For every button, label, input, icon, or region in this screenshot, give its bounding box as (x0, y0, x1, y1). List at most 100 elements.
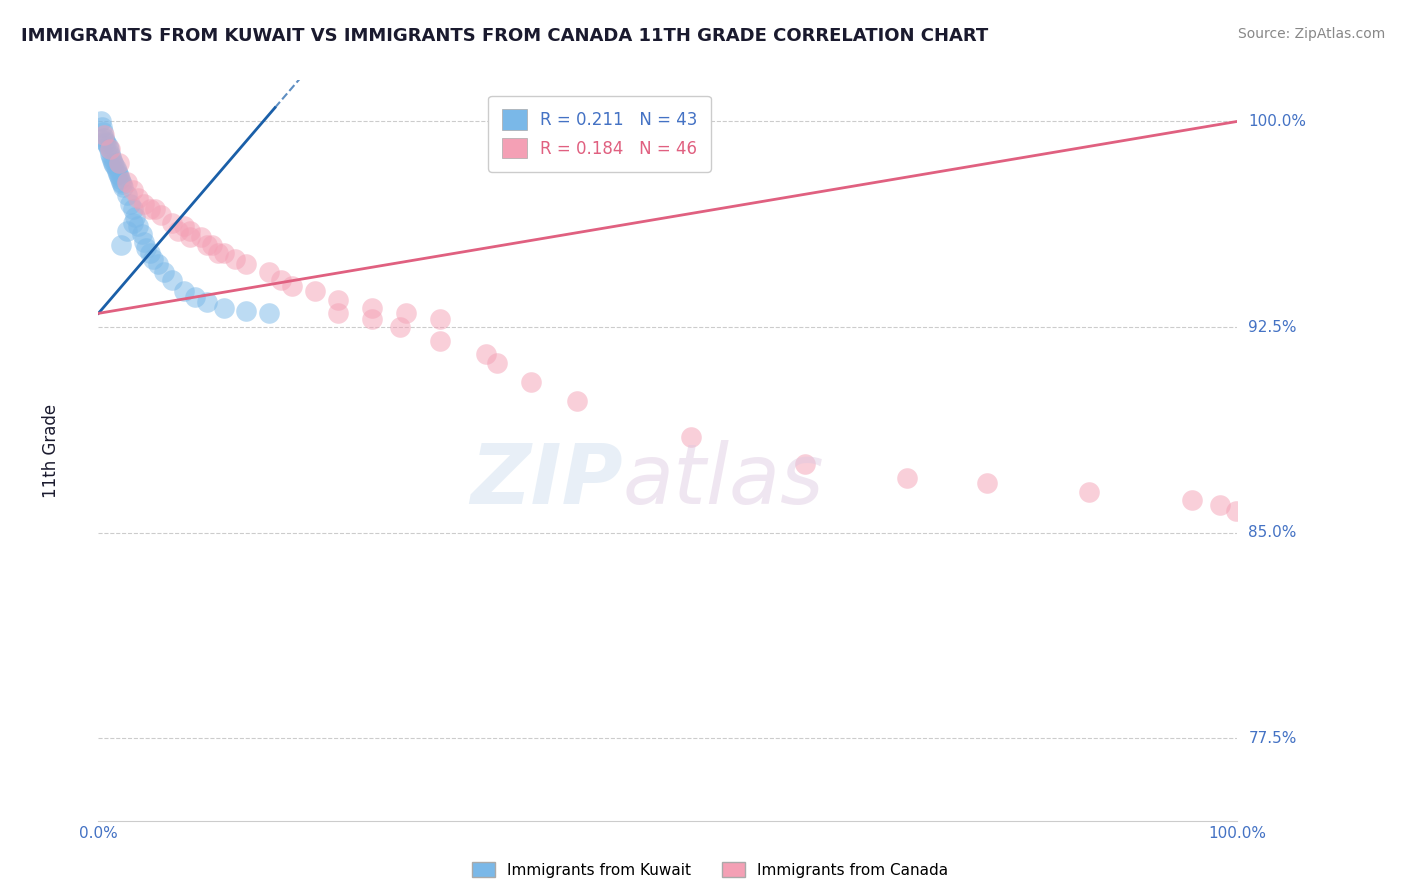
Point (108, 172, 131, 186)
Point (98, 147, 121, 161)
Text: Source: ZipAtlas.com: Source: ZipAtlas.com (1237, 27, 1385, 41)
Point (142, 252, 165, 266)
Point (360, 301, 382, 315)
Point (179, 229, 201, 244)
Point (167, 224, 190, 238)
Point (565, 394, 588, 409)
Point (201, 237, 224, 252)
Point (90, 114, 112, 128)
Point (146, 257, 169, 271)
Point (474, 347, 496, 361)
Point (112, 180, 135, 194)
Point (98, 142, 121, 156)
Text: 100.0%: 100.0% (1249, 114, 1306, 129)
Legend: R = 0.211   N = 43, R = 0.184   N = 46: R = 0.211 N = 43, R = 0.184 N = 46 (488, 96, 710, 171)
Point (429, 334, 451, 348)
Text: atlas: atlas (623, 440, 824, 521)
Point (111, 178, 134, 192)
Point (145, 202, 167, 216)
Point (120, 196, 142, 211)
Point (235, 303, 257, 318)
Point (94, 134, 117, 148)
Point (90, 120, 112, 134)
Point (486, 356, 509, 370)
Legend: Immigrants from Kuwait, Immigrants from Canada: Immigrants from Kuwait, Immigrants from … (465, 855, 955, 884)
Point (793, 457, 815, 471)
Point (105, 163, 128, 178)
Point (121, 202, 143, 216)
Point (207, 246, 229, 260)
Point (138, 246, 160, 260)
Point (896, 471, 918, 485)
Point (212, 246, 235, 260)
Point (150, 208, 173, 222)
Text: 85.0%: 85.0% (1249, 525, 1296, 541)
Point (281, 279, 304, 293)
Point (121, 216, 143, 230)
Point (91, 125, 114, 139)
Point (115, 224, 138, 238)
Point (101, 153, 124, 167)
Point (304, 285, 326, 299)
Point (429, 311, 451, 326)
Point (326, 306, 349, 320)
Text: ZIP: ZIP (470, 440, 623, 521)
Point (195, 295, 218, 310)
Point (1078, 484, 1101, 499)
Point (127, 191, 149, 205)
Point (127, 219, 149, 233)
Point (103, 158, 125, 172)
Point (976, 476, 998, 491)
Text: 11th Grade: 11th Grade (42, 403, 59, 498)
Point (520, 375, 543, 389)
Point (135, 241, 157, 255)
Point (138, 202, 160, 216)
Point (103, 155, 125, 169)
Text: IMMIGRANTS FROM KUWAIT VS IMMIGRANTS FROM CANADA 11TH GRADE CORRELATION CHART: IMMIGRANTS FROM KUWAIT VS IMMIGRANTS FRO… (21, 27, 988, 45)
Point (115, 188, 138, 202)
Point (96, 139, 118, 153)
Point (131, 227, 153, 241)
Point (100, 150, 122, 164)
Point (153, 265, 176, 279)
Point (93, 128, 115, 142)
Point (107, 167, 129, 181)
Point (110, 175, 132, 189)
Point (259, 265, 281, 279)
Point (115, 175, 138, 189)
Point (259, 306, 281, 320)
Point (326, 293, 349, 307)
Point (173, 285, 195, 299)
Point (132, 235, 155, 249)
Point (395, 306, 418, 320)
Point (212, 301, 235, 315)
Point (1181, 492, 1204, 507)
Point (679, 430, 702, 444)
Point (124, 211, 146, 225)
Point (93, 131, 115, 145)
Point (224, 252, 246, 266)
Point (108, 155, 131, 169)
Point (179, 224, 201, 238)
Point (110, 237, 132, 252)
Point (97, 142, 120, 156)
Point (389, 320, 412, 334)
Point (162, 216, 184, 230)
Point (108, 169, 131, 184)
Point (360, 311, 382, 326)
Point (190, 229, 212, 244)
Point (173, 219, 195, 233)
Point (184, 290, 207, 304)
Point (1225, 504, 1247, 518)
Point (235, 257, 257, 271)
Text: 77.5%: 77.5% (1249, 731, 1296, 746)
Point (162, 273, 184, 287)
Point (270, 273, 292, 287)
Point (1209, 498, 1232, 512)
Point (96, 136, 118, 151)
Point (132, 196, 155, 211)
Text: 92.5%: 92.5% (1249, 319, 1296, 334)
Point (104, 161, 127, 175)
Point (195, 237, 218, 252)
Point (121, 183, 143, 197)
